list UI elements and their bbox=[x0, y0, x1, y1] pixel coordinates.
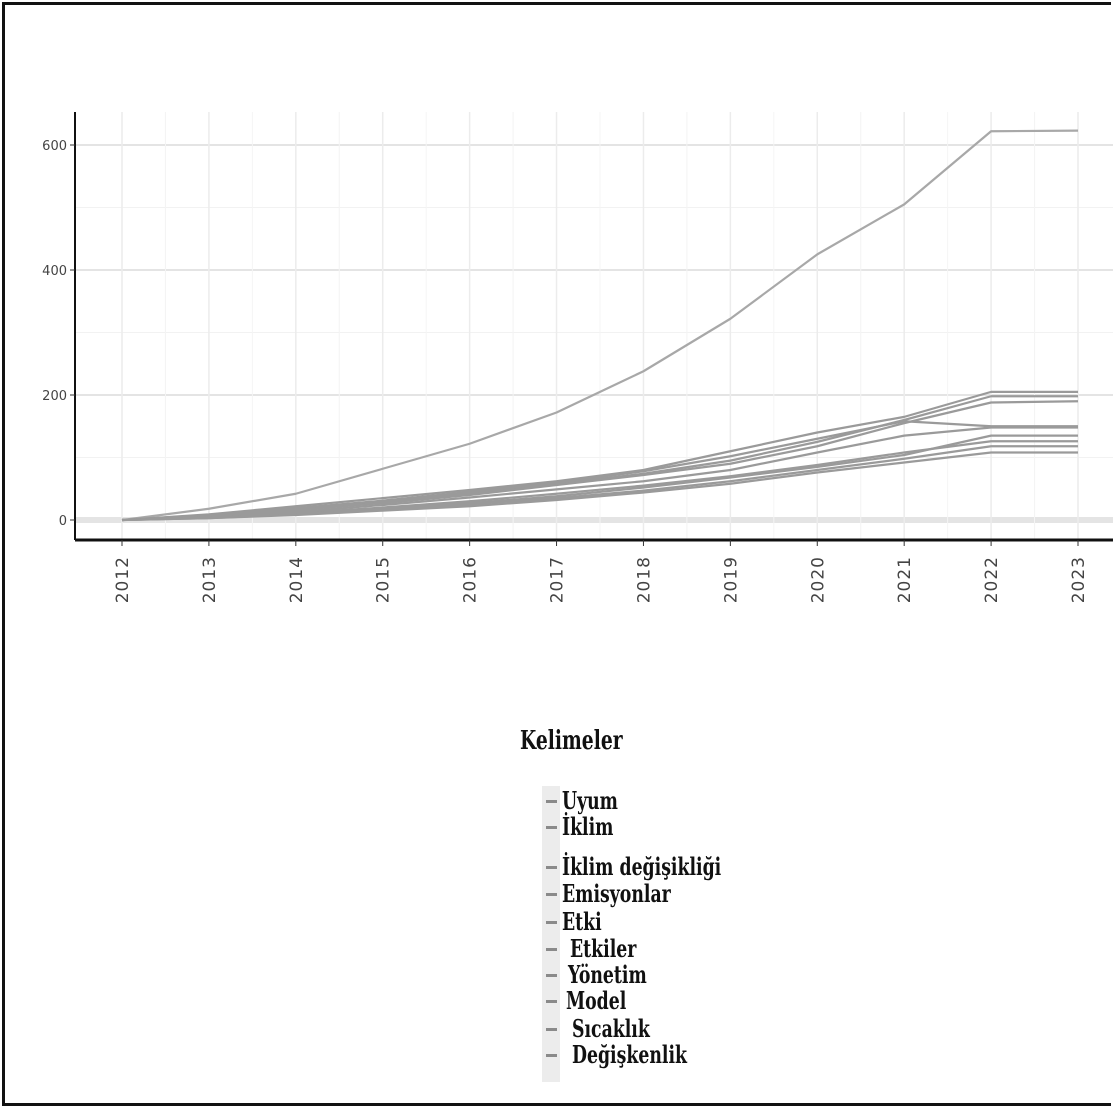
legend-item: Etkiler bbox=[542, 936, 802, 962]
legend-label: Uyum bbox=[562, 786, 618, 815]
series-line-5 bbox=[121, 420, 1078, 522]
legend-label: İklim bbox=[562, 812, 614, 841]
legend-label: İklim değişikliği bbox=[562, 852, 722, 881]
legend-swatch bbox=[546, 866, 557, 869]
legend-item: Etki bbox=[542, 909, 802, 935]
x-tick-label: 2016 bbox=[461, 556, 481, 603]
x-tick-label: 2015 bbox=[374, 556, 394, 603]
x-tick-label: 2023 bbox=[1069, 556, 1089, 603]
x-tick-label: 2020 bbox=[808, 556, 828, 603]
x-tick-label: 2013 bbox=[200, 556, 220, 603]
legend-swatch bbox=[546, 921, 557, 924]
x-tick-label: 2017 bbox=[548, 556, 568, 603]
y-tick-label: 400 bbox=[42, 264, 67, 279]
y-tick-label: 600 bbox=[42, 139, 67, 154]
x-tick-label: 2014 bbox=[287, 556, 307, 603]
tick-labels: 0 200 400 600 2012 2013 2014 2015 2016 2017 2018 20… bbox=[42, 139, 1089, 603]
legend-item: Model bbox=[542, 988, 802, 1014]
legend-item: İklim değişikliği bbox=[542, 854, 802, 880]
legend-item: Yönetim bbox=[542, 962, 802, 988]
series-line-6 bbox=[121, 426, 1078, 522]
legend-swatch bbox=[546, 1028, 557, 1031]
legend-swatch bbox=[546, 893, 557, 896]
legend-swatch bbox=[546, 1000, 557, 1003]
legend-swatch bbox=[546, 974, 557, 977]
legend-swatch bbox=[546, 1054, 557, 1057]
legend-item: Uyum bbox=[542, 788, 802, 814]
legend: Kelimeler Uyum İklim İklim değişikliği Emis… bbox=[520, 726, 820, 1082]
series-line-9 bbox=[121, 451, 1078, 522]
legend-item: İklim bbox=[542, 814, 802, 840]
x-tick-label: 2021 bbox=[895, 556, 915, 603]
legend-label: Etki bbox=[562, 907, 602, 936]
legend-item: Değişkenlik bbox=[542, 1042, 802, 1068]
line-chart: 0 200 400 600 2012 2013 2014 2015 2016 2017 2018 20… bbox=[42, 112, 1113, 603]
legend-item: Emisyonlar bbox=[542, 881, 802, 907]
series-line-2 bbox=[121, 390, 1078, 522]
y-tick-label: 200 bbox=[42, 389, 67, 404]
series-line-1 bbox=[121, 129, 1079, 522]
legend-swatch bbox=[546, 948, 557, 951]
legend-label: Sıcaklık bbox=[572, 1014, 650, 1043]
legend-swatch bbox=[546, 800, 557, 803]
legend-label: Yönetim bbox=[568, 960, 647, 989]
x-tick-label: 2022 bbox=[982, 556, 1002, 603]
y-tick-label: 0 bbox=[59, 514, 67, 529]
x-tick-label: 2019 bbox=[721, 556, 741, 603]
legend-label: Model bbox=[566, 986, 627, 1015]
legend-swatch bbox=[546, 826, 557, 829]
legend-label: Emisyonlar bbox=[562, 879, 671, 908]
x-tick-label: 2012 bbox=[113, 556, 133, 603]
legend-item: Sıcaklık bbox=[542, 1016, 802, 1042]
series-line-4 bbox=[121, 400, 1079, 522]
legend-label: Değişkenlik bbox=[572, 1040, 687, 1069]
series-lines bbox=[121, 129, 1079, 522]
legend-title: Kelimeler bbox=[520, 726, 623, 756]
legend-label: Etkiler bbox=[570, 934, 637, 963]
axes bbox=[70, 112, 1113, 546]
legend-key-background bbox=[542, 786, 560, 1082]
x-tick-label: 2018 bbox=[634, 556, 654, 603]
